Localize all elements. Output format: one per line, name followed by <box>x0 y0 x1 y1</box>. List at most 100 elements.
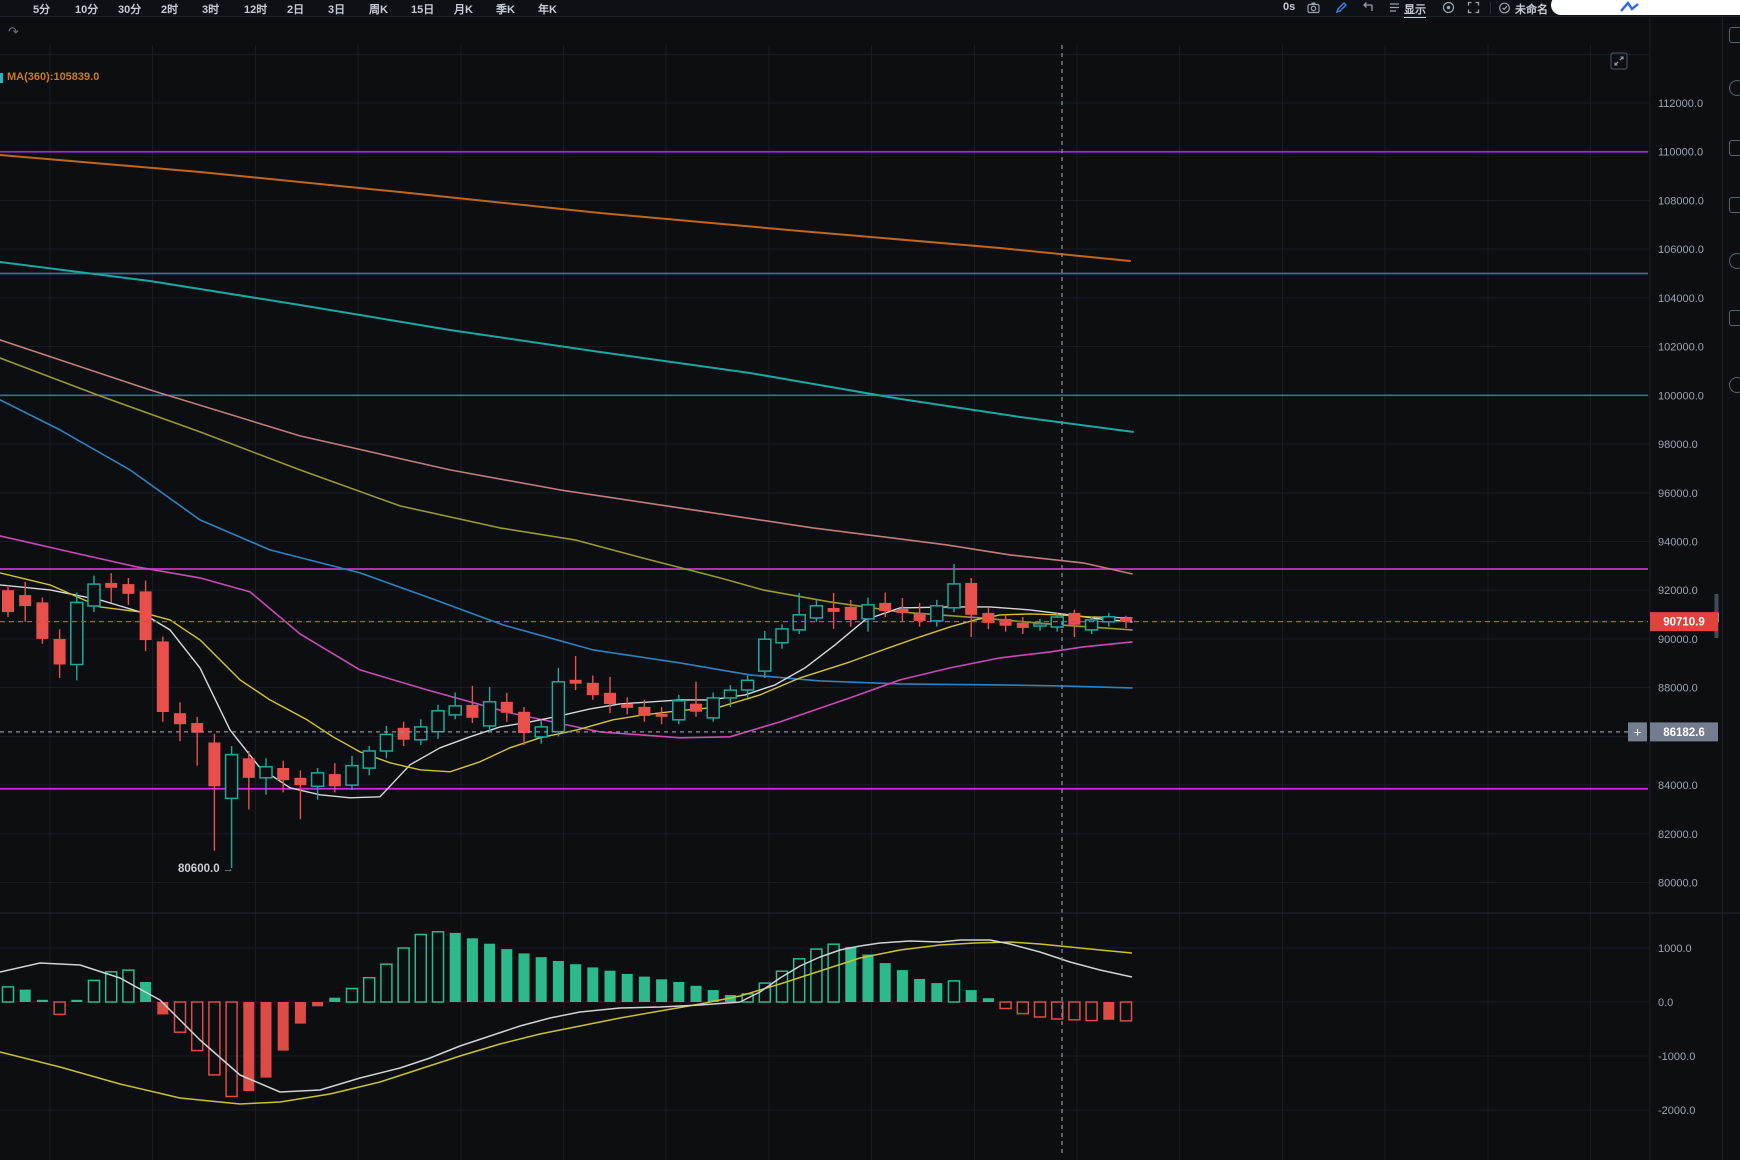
timeframe-tab-10分[interactable]: 10分 <box>75 4 99 16</box>
macd-bar <box>71 999 83 1002</box>
panel-icon-1[interactable] <box>1729 27 1740 43</box>
candle <box>604 692 616 704</box>
candle <box>518 711 530 733</box>
macd-bar <box>157 1002 169 1015</box>
timeframe-tab-年K[interactable]: 年K <box>538 4 557 16</box>
display-menu-label[interactable]: 显示 <box>1404 1 1426 18</box>
timeframe-tab-12时[interactable]: 12时 <box>244 4 268 16</box>
candle <box>655 713 668 717</box>
ma-lines <box>0 154 1134 799</box>
candle <box>690 703 702 712</box>
macd-bar <box>329 997 341 1002</box>
camera-screenshot-icon[interactable] <box>1306 1 1320 15</box>
candle <box>1033 623 1047 627</box>
panel-icon-2[interactable] <box>1729 80 1740 96</box>
list-settings-icon[interactable] <box>1387 1 1401 15</box>
macd-bar <box>380 963 393 1003</box>
ma-line-MA360 <box>0 154 1131 262</box>
timeframe-tab-月K[interactable]: 月K <box>454 4 473 16</box>
candle <box>896 609 909 613</box>
candle <box>1084 619 1099 631</box>
target-icon[interactable] <box>1441 1 1455 15</box>
level-lines <box>0 150 1648 790</box>
candle <box>191 723 204 733</box>
svg-text:100000.0: 100000.0 <box>1658 390 1704 402</box>
macd-bar <box>792 958 806 1003</box>
indicator-color-sliver <box>0 73 3 83</box>
macd-bar <box>810 948 823 1003</box>
timeframe-tab-5分[interactable]: 5分 <box>33 4 51 16</box>
timeframe-tab-2时[interactable]: 2时 <box>161 4 179 16</box>
grid <box>0 45 1650 1160</box>
timeframe-tab-季K[interactable]: 季K <box>496 4 515 16</box>
draw-pencil-icon[interactable] <box>1334 1 1348 15</box>
candle <box>809 605 824 619</box>
candle <box>999 618 1012 626</box>
macd-bar <box>914 979 926 1002</box>
overlay-pill[interactable] <box>1551 0 1740 15</box>
svg-text:86182.6: 86182.6 <box>1663 727 1705 739</box>
macd-bar <box>190 1001 204 1052</box>
candle <box>706 697 720 719</box>
ma-line-MA233 <box>0 261 1134 433</box>
timeframe-tab-30分[interactable]: 30分 <box>118 4 142 16</box>
macd-bar <box>208 1001 221 1076</box>
panel-icon-3[interactable] <box>1729 140 1740 156</box>
layout-name-label[interactable]: 未命名 <box>1515 4 1548 16</box>
macd-bar <box>775 970 789 1003</box>
panel-icon-6[interactable] <box>1729 310 1740 326</box>
redo-arrow-icon[interactable]: ↷ <box>8 24 19 39</box>
macd-bar <box>827 943 840 1003</box>
macd-bar <box>690 985 702 1002</box>
candle <box>1016 622 1029 628</box>
candle <box>87 583 101 607</box>
candle <box>621 704 634 708</box>
svg-text:80000.0: 80000.0 <box>1658 878 1698 890</box>
macd-bar <box>1068 1001 1081 1021</box>
macd-bar <box>1050 1001 1064 1020</box>
panel-icon-7[interactable] <box>1729 377 1740 393</box>
timeframe-tab-3时[interactable]: 3时 <box>202 4 220 16</box>
undo-replay-icon[interactable] <box>1360 1 1374 15</box>
macd-bar <box>431 931 445 1003</box>
macd-bar <box>552 961 564 1002</box>
macd-bar <box>673 982 685 1002</box>
macd-bar <box>1016 1001 1030 1015</box>
candle <box>379 733 394 752</box>
svg-text:0.0: 0.0 <box>1658 997 1673 1009</box>
candle <box>879 602 892 611</box>
candle <box>586 682 599 695</box>
ma360-indicator-label[interactable]: MA(360):105839.0 <box>7 71 100 83</box>
candle <box>930 605 944 622</box>
candle <box>638 706 651 716</box>
timeframe-tab-周K[interactable]: 周K <box>369 4 388 16</box>
svg-text:→: → <box>223 863 234 875</box>
fullscreen-icon[interactable] <box>1466 1 1480 15</box>
candle <box>414 726 428 741</box>
pane-expand-icon[interactable] <box>1610 52 1628 70</box>
add-order-plus-button: + <box>1628 722 1647 742</box>
macd-bar <box>638 976 650 1002</box>
timeframe-tab-15日[interactable]: 15日 <box>411 4 435 16</box>
timeframe-tab-2日[interactable]: 2日 <box>287 4 305 16</box>
replay-time-label: 0s <box>1283 1 1296 13</box>
panel-icon-4[interactable] <box>1729 197 1740 213</box>
panel-icon-5[interactable] <box>1729 253 1740 269</box>
svg-text:1000.0: 1000.0 <box>1658 943 1692 955</box>
svg-text:94000.0: 94000.0 <box>1658 537 1698 549</box>
macd-bar <box>707 990 719 1002</box>
ma-line-MA34 <box>0 535 1133 739</box>
macd-bar <box>449 932 461 1002</box>
timeframe-tab-3日[interactable]: 3日 <box>328 4 346 16</box>
svg-text:84000.0: 84000.0 <box>1658 780 1698 792</box>
macd-bar <box>225 1001 238 1098</box>
price-axis: 112000.0 110000.0 108000.0 106000.0 104000.0… <box>1658 98 1704 890</box>
candle <box>1068 612 1081 625</box>
crosshair-price-badge: 86182.6 <box>1650 722 1718 742</box>
macd-bar <box>982 998 994 1002</box>
candle <box>448 705 462 716</box>
candle <box>105 582 118 588</box>
ma-line-MA55 <box>0 399 1133 689</box>
svg-text:88000.0: 88000.0 <box>1658 683 1698 695</box>
